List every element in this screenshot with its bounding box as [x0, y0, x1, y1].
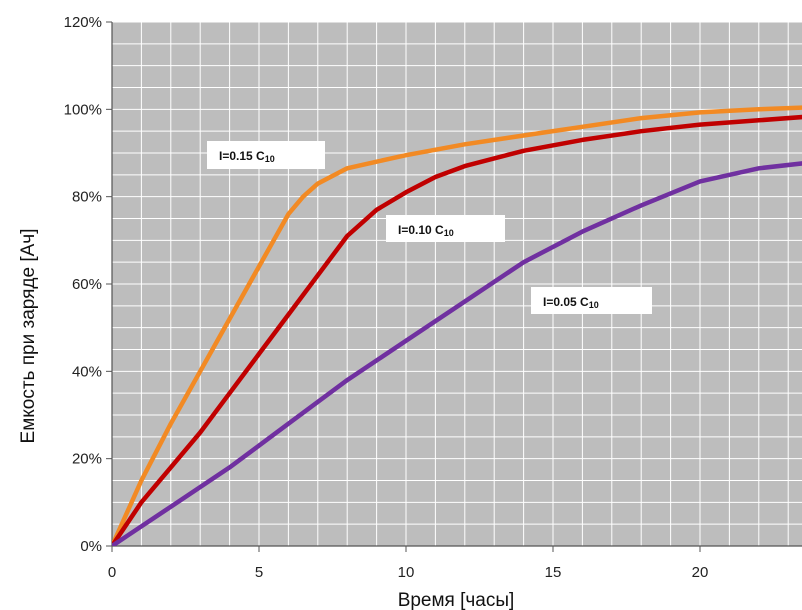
x-tick-label: 20 — [692, 564, 709, 581]
y-tick-label: 120% — [64, 14, 102, 31]
series-line — [112, 105, 802, 546]
series-label-box — [386, 215, 505, 242]
x-axis-title: Время [часы] — [398, 590, 515, 610]
y-tick-label: 0% — [80, 538, 102, 555]
y-tick-label: 60% — [72, 276, 102, 293]
series-label-box — [207, 141, 325, 169]
y-tick-label: 20% — [72, 451, 102, 468]
series-line — [112, 114, 802, 546]
x-tick-label: 15 — [545, 564, 562, 581]
y-tick-label: 80% — [72, 189, 102, 206]
series-label-subscript: 10 — [589, 300, 599, 310]
x-tick-label: 0 — [108, 564, 116, 581]
series-lines — [112, 105, 802, 546]
series-label-box — [531, 287, 652, 314]
series-label: I=0.15 C10 — [219, 149, 275, 164]
series-label-subscript: 10 — [265, 154, 275, 164]
grid — [112, 21, 802, 546]
axes — [106, 21, 802, 552]
y-tick-label: 40% — [72, 363, 102, 380]
series-label-main: I=0.15 C — [219, 149, 265, 163]
series-line — [112, 161, 802, 546]
series-label-main: I=0.10 C — [398, 223, 444, 237]
x-tick-label: 10 — [398, 564, 415, 581]
series-label-main: I=0.05 C — [543, 295, 589, 309]
series-label-subscript: 10 — [444, 228, 454, 238]
series-label: I=0.10 C10 — [398, 223, 454, 238]
y-tick-label: 100% — [64, 101, 102, 118]
x-tick-label: 5 — [255, 564, 263, 581]
y-axis-title: Емкость при заряде [Ач] — [18, 229, 39, 444]
tick-labels: 0% 20% 40% 60% 80% 100% 120% 0 5 10 15 20 — [64, 14, 709, 581]
series-label: I=0.05 C10 — [543, 295, 599, 310]
